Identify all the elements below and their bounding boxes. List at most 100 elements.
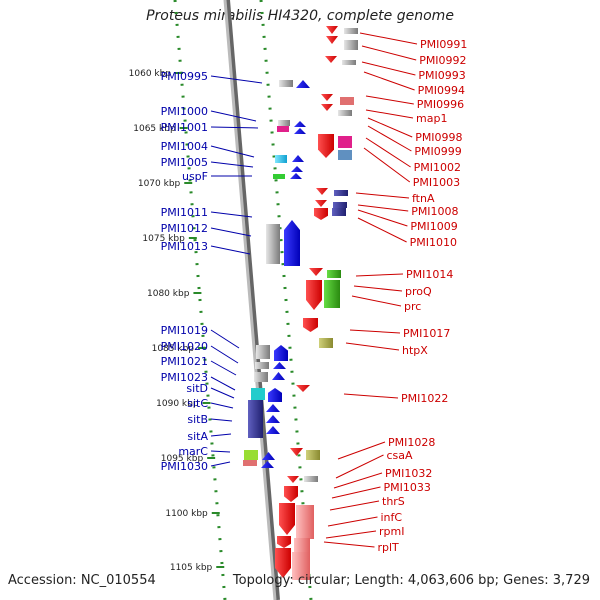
right-gene-label: rplT [378, 541, 400, 554]
right-gene-label: PMI0994 [418, 84, 465, 97]
right-leader-line [365, 109, 414, 119]
gene-block-left [266, 426, 280, 434]
gene-block-left [256, 345, 270, 359]
accession-text: Accession: NC_010554 [8, 573, 156, 588]
right-leader-line [343, 393, 399, 399]
gene-block-right [319, 338, 333, 348]
gene-block-right [321, 94, 333, 101]
gene-block-right [284, 486, 298, 502]
gene-block-right [344, 28, 358, 34]
gene-block-right [303, 318, 318, 332]
gene-block-left [294, 121, 306, 127]
gene-block-right [306, 450, 320, 460]
gene-block-right [324, 280, 340, 308]
gene-block-left [268, 388, 282, 402]
left-leader-line [210, 450, 231, 453]
kbp-tick-label: 1065 kbp [133, 124, 176, 134]
right-leader-line [357, 217, 407, 243]
right-gene-label: PMI1033 [384, 481, 431, 494]
left-leader-line [210, 461, 231, 467]
left-gene-label: PMI1004 [161, 140, 208, 153]
left-gene-label: PMI1012 [161, 222, 208, 235]
gene-block-right [292, 552, 310, 580]
kbp-tick-label: 1085 kbp [152, 344, 195, 354]
right-leader-line [337, 441, 386, 460]
gene-block-right [333, 202, 347, 208]
left-gene-label: PMI1023 [161, 371, 208, 384]
left-leader-line [210, 387, 235, 399]
right-gene-label: PMI0999 [414, 145, 461, 158]
gene-block-right [344, 40, 358, 50]
left-leader-line [210, 418, 233, 422]
left-gene-label: PMI1030 [161, 460, 208, 473]
left-leader-line [210, 75, 263, 84]
left-gene-label: PMI1013 [161, 240, 208, 253]
gene-block-right [326, 26, 338, 34]
left-gene-label: PMI1000 [161, 105, 208, 118]
gene-block-right [279, 503, 295, 535]
left-gene-label: sitA [187, 430, 208, 443]
left-leader-line [210, 211, 253, 218]
gene-block-left [248, 400, 263, 438]
left-gene-label: PMI1011 [161, 206, 208, 219]
gene-block-left [284, 220, 300, 266]
right-leader-line [325, 530, 377, 539]
gene-block-left [244, 450, 258, 460]
left-gene-label: PMI1001 [161, 121, 208, 134]
left-gene-label: PMI1005 [161, 156, 208, 169]
gene-block-left [294, 128, 306, 134]
right-gene-label: PMI1002 [414, 161, 461, 174]
gene-block-left [273, 362, 286, 369]
right-gene-label: csaA [387, 449, 414, 462]
gene-block-right [342, 60, 356, 65]
left-leader-line [210, 360, 237, 376]
left-gene-label: sitD [186, 382, 208, 395]
kbp-tick-label: 1100 kbp [165, 509, 208, 519]
gene-block-left [266, 224, 280, 264]
gene-block-right [275, 548, 291, 578]
left-gene-label: sitB [187, 413, 208, 426]
left-gene-label: sitC [187, 397, 208, 410]
left-leader-line [210, 110, 257, 122]
gene-block-right [326, 36, 338, 44]
gene-block-right [316, 188, 328, 195]
right-leader-line [355, 192, 410, 199]
backbone-shadow [224, 0, 280, 600]
gene-block-left [254, 372, 268, 382]
left-leader-line [210, 433, 232, 437]
right-gene-label: PMI0991 [420, 38, 467, 51]
left-leader-line [210, 329, 240, 349]
right-leader-line [351, 295, 402, 307]
right-leader-line [357, 204, 409, 212]
gene-block-right [287, 476, 299, 483]
left-gene-label: PMI1021 [161, 355, 208, 368]
gene-block-right [277, 536, 291, 548]
gene-block-left [272, 372, 285, 380]
right-leader-line [355, 273, 404, 277]
kbp-tick-label: 1090 kbp [156, 399, 199, 409]
right-gene-label: thrS [382, 495, 405, 508]
right-gene-label: PMI1009 [410, 220, 457, 233]
gene-block-right [332, 208, 346, 216]
left-leader-line [210, 126, 259, 129]
left-leader-line [210, 345, 239, 364]
gene-block-right [338, 110, 352, 116]
gene-block-right [315, 200, 327, 207]
right-gene-label: infC [381, 511, 403, 524]
gene-block-right [327, 270, 341, 278]
gene-block-left [292, 155, 304, 162]
right-leader-line [353, 285, 403, 292]
left-guide-dots [173, 0, 227, 600]
right-leader-line [345, 342, 400, 351]
right-gene-label: proQ [405, 285, 432, 298]
gene-block-left [274, 345, 288, 361]
left-gene-label: uspF [182, 170, 208, 183]
right-leader-line [365, 95, 414, 105]
right-gene-label: PMI1022 [401, 392, 448, 405]
right-leader-line [357, 209, 408, 227]
right-leader-line [363, 71, 415, 91]
left-leader-line [210, 161, 254, 168]
right-leader-line [359, 32, 418, 45]
gene-block-left [290, 173, 302, 179]
